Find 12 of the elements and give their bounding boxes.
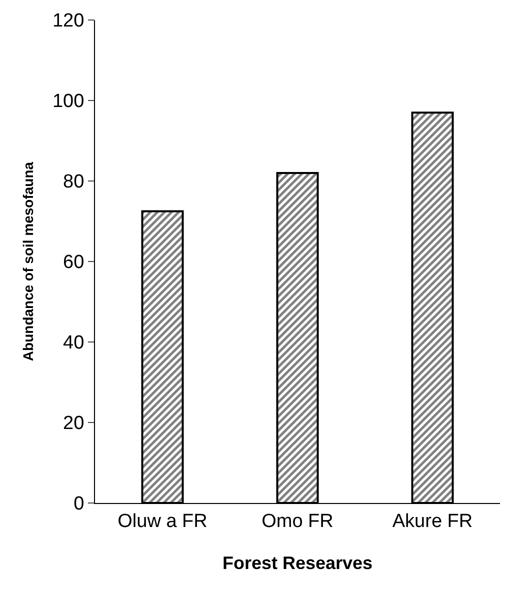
y-tick-label: 120 bbox=[52, 10, 84, 32]
y-tick-label: 40 bbox=[63, 332, 84, 354]
y-tick-label: 60 bbox=[63, 252, 84, 274]
y-tick-label: 20 bbox=[63, 413, 84, 434]
x-axis-title: Forest Researves bbox=[222, 552, 373, 573]
y-axis-title: Abundance of soil mesofauna bbox=[20, 162, 36, 362]
y-tick-label: 80 bbox=[63, 172, 84, 193]
x-tick-label: Oluw a FR bbox=[118, 510, 208, 532]
x-tick-label: Akure FR bbox=[392, 510, 473, 532]
x-tick-label: Omo FR bbox=[262, 510, 334, 532]
y-tick-label: 0 bbox=[74, 494, 84, 515]
y-tick-label: 100 bbox=[52, 91, 84, 112]
